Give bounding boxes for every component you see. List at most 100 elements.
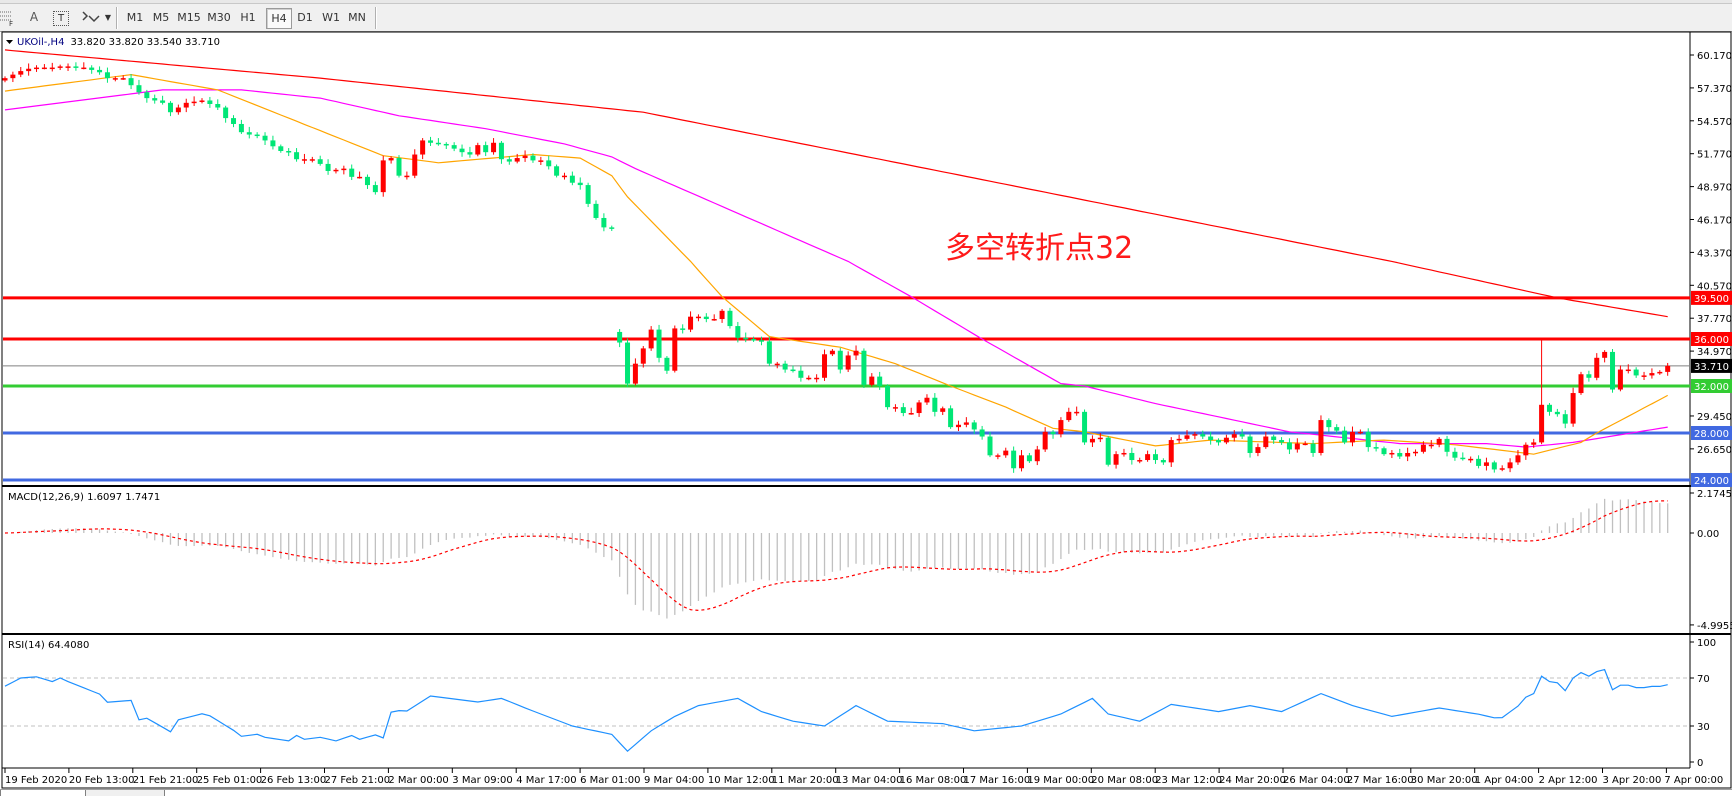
rsi-line [4, 668, 1668, 753]
text-label-icon[interactable]: T [53, 11, 69, 26]
grid-fibo-icon[interactable]: F [0, 8, 16, 28]
price-tick-label: 37.770 [1697, 314, 1732, 325]
macd-panel [4, 498, 1669, 619]
candle-body [309, 159, 315, 161]
candle [1216, 438, 1222, 446]
timeframe-h1[interactable]: H1 [240, 11, 256, 24]
candle [1436, 437, 1442, 448]
candle-body [317, 159, 323, 164]
chart-tab[interactable] [0, 790, 86, 796]
candle-body [585, 185, 591, 204]
candle-body [688, 316, 694, 330]
candle-body [892, 407, 898, 409]
candle-body [270, 140, 276, 147]
candle-body [1255, 447, 1261, 453]
time-label: 25 Feb 01:00 [197, 775, 263, 786]
time-label: 6 Mar 01:00 [580, 775, 640, 786]
timeframe-m15[interactable]: M15 [177, 11, 201, 24]
chart-tab-active[interactable] [164, 790, 1732, 796]
candle [1137, 457, 1143, 464]
candle-body [1231, 434, 1237, 438]
candle [806, 375, 812, 381]
candle [1389, 450, 1395, 459]
candle [1168, 437, 1174, 467]
time-label: 17 Mar 16:00 [964, 775, 1031, 786]
price-level-tag [1691, 426, 1732, 440]
candle-body [1515, 455, 1521, 463]
timeframe-m5[interactable]: M5 [152, 11, 170, 24]
candle-body [853, 350, 859, 356]
candle [475, 142, 481, 157]
candle [89, 65, 95, 74]
candle-body [1342, 430, 1348, 443]
candle [301, 153, 307, 164]
price-level-tag-label: 36.000 [1694, 335, 1729, 346]
candle-body [467, 152, 473, 155]
timeframe-w1[interactable]: W1 [322, 11, 340, 24]
candle-body [1089, 438, 1095, 443]
candle-body [1617, 369, 1623, 390]
candle [372, 181, 378, 195]
candle-body [948, 408, 954, 428]
arrows-dropdown-icon[interactable]: ▼ [104, 13, 112, 22]
candle-body [120, 78, 126, 80]
candle-body [1192, 434, 1198, 436]
price-tick-label: 51.770 [1697, 150, 1732, 161]
price-tick-label: 29.450 [1697, 412, 1732, 423]
time-label: 4 Mar 17:00 [516, 775, 576, 786]
candle [790, 365, 796, 373]
text-a-icon[interactable]: A [29, 10, 39, 24]
candle-body [1208, 436, 1214, 441]
toolbar-separator [116, 7, 118, 29]
time-label: 10 Mar 12:00 [708, 775, 775, 786]
candle [112, 76, 118, 82]
candle-body [940, 408, 946, 412]
candle [1074, 406, 1080, 416]
candle [1539, 339, 1545, 445]
candle-body [971, 422, 977, 430]
candle-body [152, 98, 158, 101]
timeframe-m1[interactable]: M1 [126, 11, 144, 24]
candle [420, 138, 426, 160]
candle [617, 329, 623, 348]
candle [49, 62, 55, 72]
candle-body [191, 101, 197, 104]
timeframe-m30[interactable]: M30 [207, 11, 231, 24]
candle-body [136, 85, 142, 93]
candle [1357, 429, 1363, 435]
rsi-tick-label: 30 [1697, 722, 1710, 733]
price-tick-label: 34.970 [1697, 347, 1732, 358]
timeframe-mn[interactable]: MN [348, 11, 366, 24]
candle-body [877, 376, 883, 386]
candle [955, 420, 961, 432]
price-tick-label: 60.170 [1697, 51, 1732, 62]
candle [41, 64, 47, 70]
timeframe-h4[interactable]: H4 [266, 8, 292, 29]
candle [695, 314, 701, 322]
candle-body [57, 66, 63, 68]
candle [191, 96, 197, 106]
candle-body [743, 337, 749, 340]
candle [632, 358, 638, 386]
candle [73, 62, 79, 71]
candle-body [625, 342, 631, 384]
time-label: 13 Mar 04:00 [836, 775, 903, 786]
arrows-icon[interactable] [80, 8, 104, 27]
candle-body [719, 310, 725, 320]
candle-body [1397, 452, 1403, 457]
moving-average-line [4, 49, 1668, 318]
symbol-dropdown-icon[interactable] [6, 40, 13, 44]
candle-body [10, 74, 16, 79]
candle-body [435, 142, 441, 145]
candle-body [1318, 420, 1324, 453]
candle-body [829, 350, 835, 355]
candle [81, 62, 87, 70]
candle-body [1428, 444, 1434, 447]
candle [1373, 442, 1379, 452]
candle-body [301, 159, 307, 161]
candle-body [995, 455, 1001, 457]
time-label: 2 Apr 12:00 [1539, 775, 1598, 786]
candle [97, 66, 103, 75]
timeframe-d1[interactable]: D1 [297, 11, 313, 24]
